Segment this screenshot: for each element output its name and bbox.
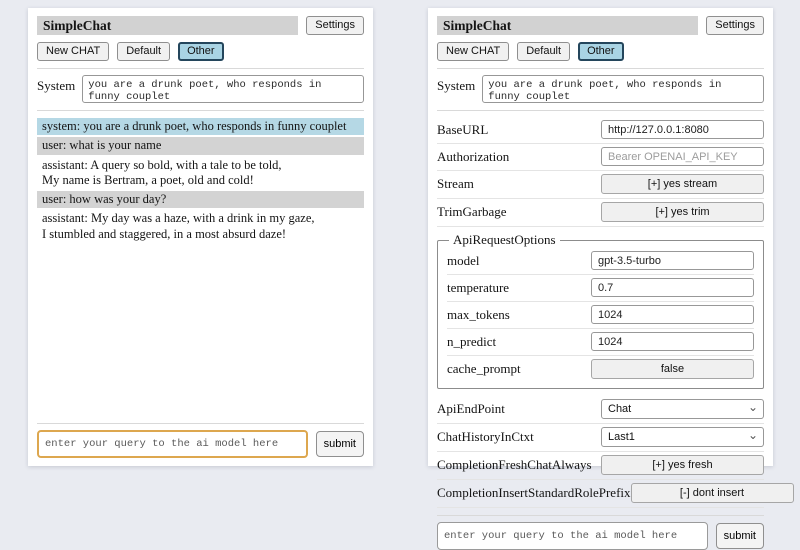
- app-title: SimpleChat: [37, 16, 299, 35]
- submit-button[interactable]: submit: [715, 523, 764, 549]
- setting-label-completion-fresh-chat-always: CompletionFreshChatAlways: [437, 457, 592, 472]
- title-row: SimpleChat Settings: [37, 16, 364, 35]
- trimgarbage-toggle-button[interactable]: [+] yes trim: [601, 202, 764, 222]
- setting-label-temperature: temperature: [447, 279, 510, 295]
- chat-message-assistant: assistant: A query so bold, with a tale …: [37, 156, 364, 189]
- system-prompt-input[interactable]: you are a drunk poet, who responds in fu…: [482, 75, 764, 103]
- chat-message-assistant: assistant: My day was a haze, with a dri…: [37, 210, 364, 243]
- query-row: submit: [437, 522, 764, 550]
- setting-label-baseurl: BaseURL: [437, 121, 489, 137]
- divider: [37, 68, 364, 69]
- setting-label-trimgarbage: TrimGarbage: [437, 204, 507, 219]
- chat-message-user: user: what is your name: [37, 137, 364, 155]
- setting-row-cache-prompt: cache_prompt false: [447, 356, 754, 383]
- session-tab-default[interactable]: Default: [117, 42, 171, 61]
- settings-button[interactable]: Settings: [706, 16, 764, 35]
- session-toolbar: New CHAT Default Other: [37, 42, 364, 61]
- settings-panel: SimpleChat Settings New CHAT Default Oth…: [428, 8, 794, 550]
- system-prompt-input[interactable]: you are a drunk poet, who responds in fu…: [82, 75, 364, 103]
- setting-label-model: model: [447, 252, 480, 268]
- system-prompt-label: System: [437, 78, 476, 93]
- setting-label-max-tokens: max_tokens: [447, 306, 510, 322]
- setting-label-stream: Stream: [437, 176, 474, 191]
- setting-row-n-predict: n_predict: [447, 329, 754, 356]
- session-tab-other[interactable]: Other: [178, 42, 224, 61]
- divider: [37, 423, 364, 424]
- chat-message-system: system: you are a drunk poet, who respon…: [37, 118, 364, 136]
- system-prompt-label: System: [37, 78, 76, 93]
- new-chat-button[interactable]: New CHAT: [437, 42, 510, 61]
- query-row: submit: [37, 430, 364, 458]
- setting-row-stream: Stream [+] yes stream: [437, 171, 764, 199]
- setting-row-authorization: Authorization: [437, 144, 764, 171]
- setting-row-completion-fresh-chat-always: CompletionFreshChatAlways [+] yes fresh: [437, 452, 764, 480]
- api-request-options-fieldset: ApiRequestOptions model temperature max_…: [437, 232, 764, 389]
- chat-log: system: you are a drunk poet, who respon…: [37, 118, 364, 416]
- session-toolbar: New CHAT Default Other: [437, 42, 764, 61]
- app-title: SimpleChat: [437, 16, 699, 35]
- query-input[interactable]: [437, 522, 708, 550]
- session-tab-other[interactable]: Other: [578, 42, 624, 61]
- setting-label-chat-history-in-ctxt: ChatHistoryInCtxt: [437, 429, 534, 444]
- baseurl-input[interactable]: [601, 120, 764, 139]
- chat-message-user: user: how was your day?: [37, 191, 364, 209]
- setting-label-authorization: Authorization: [437, 148, 510, 164]
- api-endpoint-select[interactable]: Chat: [601, 399, 764, 419]
- setting-row-completion-insert-standard-role-prefix: CompletionInsertStandardRolePrefix [-] d…: [437, 480, 794, 508]
- completion-fresh-chat-toggle-button[interactable]: [+] yes fresh: [601, 455, 764, 475]
- setting-row-baseurl: BaseURL: [437, 117, 764, 144]
- system-prompt-row: System you are a drunk poet, who respond…: [37, 75, 364, 103]
- settings-list: BaseURL Authorization Stream [+] yes str…: [437, 117, 794, 508]
- max-tokens-input[interactable]: [591, 305, 754, 324]
- stream-toggle-button[interactable]: [+] yes stream: [601, 174, 764, 194]
- setting-row-trimgarbage: TrimGarbage [+] yes trim: [437, 199, 764, 227]
- setting-label-n-predict: n_predict: [447, 333, 497, 349]
- session-tab-default[interactable]: Default: [517, 42, 571, 61]
- new-chat-button[interactable]: New CHAT: [37, 42, 110, 61]
- submit-button[interactable]: submit: [315, 431, 364, 457]
- cache-prompt-toggle-button[interactable]: false: [591, 359, 754, 379]
- title-row: SimpleChat Settings: [437, 16, 764, 35]
- divider: [37, 110, 364, 111]
- setting-row-chat-history-in-ctxt: ChatHistoryInCtxt Last1 ⌄: [437, 424, 764, 452]
- authorization-input[interactable]: [601, 147, 764, 166]
- completion-insert-role-prefix-toggle-button[interactable]: [-] dont insert: [630, 483, 794, 503]
- model-input[interactable]: [591, 251, 754, 270]
- setting-label-completion-insert-standard-role-prefix: CompletionInsertStandardRolePrefix: [437, 485, 631, 500]
- system-prompt-row: System you are a drunk poet, who respond…: [437, 75, 764, 103]
- settings-button[interactable]: Settings: [306, 16, 364, 35]
- chat-panel: SimpleChat Settings New CHAT Default Oth…: [28, 8, 373, 466]
- setting-row-temperature: temperature: [447, 275, 754, 302]
- setting-row-api-endpoint: ApiEndPoint Chat ⌄: [437, 396, 764, 424]
- api-request-options-legend: ApiRequestOptions: [453, 232, 556, 247]
- temperature-input[interactable]: [591, 278, 754, 297]
- n-predict-input[interactable]: [591, 332, 754, 351]
- query-input[interactable]: [37, 430, 308, 458]
- divider: [437, 68, 764, 69]
- setting-row-model: model: [447, 248, 754, 275]
- setting-label-api-endpoint: ApiEndPoint: [437, 401, 505, 416]
- setting-row-max-tokens: max_tokens: [447, 302, 754, 329]
- divider: [437, 110, 764, 111]
- divider: [437, 515, 764, 516]
- chat-history-in-ctxt-select[interactable]: Last1: [601, 427, 764, 447]
- setting-label-cache-prompt: cache_prompt: [447, 361, 521, 376]
